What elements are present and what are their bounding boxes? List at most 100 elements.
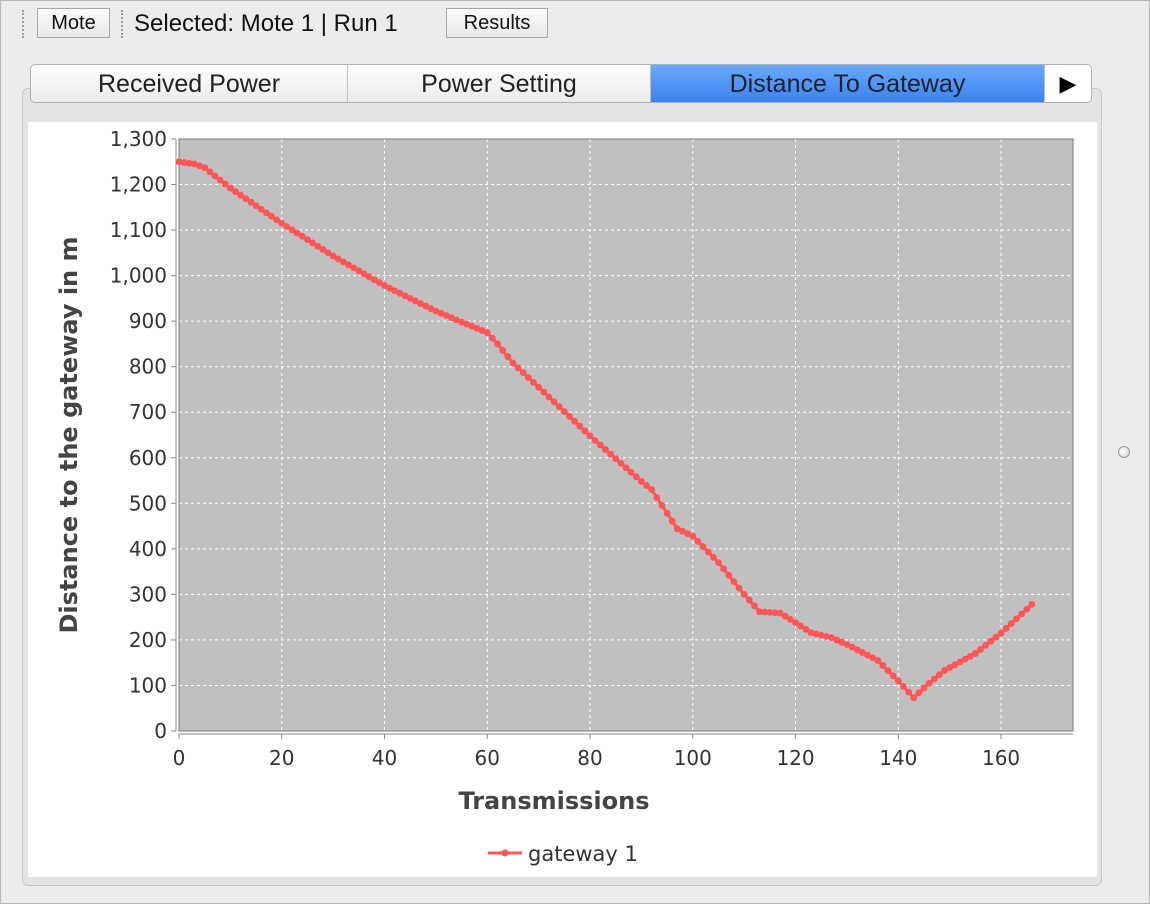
data-point	[504, 353, 512, 361]
data-point	[432, 307, 440, 315]
x-tick-label: 120	[776, 746, 814, 770]
play-right-arrow-icon: ▶	[1059, 70, 1077, 96]
data-point	[812, 630, 820, 638]
data-point	[406, 294, 414, 302]
data-point	[489, 334, 496, 342]
data-point	[848, 643, 856, 651]
data-point	[838, 638, 846, 646]
data-point	[771, 609, 779, 617]
data-point	[704, 548, 712, 556]
data-point	[869, 654, 877, 662]
tab-power-setting[interactable]: Power Setting	[348, 65, 651, 102]
data-point	[206, 168, 214, 176]
data-point	[679, 527, 686, 535]
y-tick-label: 600	[129, 446, 167, 470]
data-point	[221, 180, 229, 188]
data-point	[247, 198, 255, 206]
data-point	[802, 625, 810, 633]
data-point	[612, 455, 620, 463]
data-point	[889, 672, 897, 680]
data-point	[920, 684, 928, 692]
data-point	[977, 646, 984, 653]
data-point	[668, 517, 676, 525]
plot-border	[178, 138, 1074, 732]
tab-bar: Received Power Power Setting Distance To…	[30, 64, 1092, 103]
data-point	[262, 209, 270, 217]
data-point	[375, 279, 383, 287]
mote-button[interactable]: Mote	[37, 8, 110, 38]
data-point	[725, 571, 733, 579]
plot-area	[179, 139, 1073, 731]
data-point	[797, 622, 805, 630]
data-point	[411, 297, 419, 305]
y-tick-label: 300	[129, 582, 167, 606]
results-button[interactable]: Results	[446, 8, 548, 38]
data-point	[273, 216, 281, 224]
toolbar-separator	[121, 10, 123, 38]
data-point	[864, 651, 871, 659]
data-point	[653, 494, 661, 501]
data-point	[879, 662, 887, 669]
data-point	[874, 657, 882, 664]
data-point	[915, 689, 923, 697]
data-point	[278, 219, 286, 227]
data-point	[761, 608, 769, 616]
data-point	[1023, 605, 1031, 613]
data-point	[365, 273, 373, 281]
y-tick-label: 500	[129, 491, 167, 515]
data-point	[530, 378, 537, 386]
data-point	[201, 164, 209, 172]
data-point	[483, 329, 491, 336]
x-tick-label: 0	[173, 746, 186, 770]
data-point	[894, 677, 902, 685]
tab-scroll-right-button[interactable]: ▶	[1045, 65, 1091, 102]
data-point	[447, 314, 455, 322]
data-point	[509, 359, 517, 367]
chart-panel: 0 20 40 60 80 100 120 140 160 0 100 200 300 400 500 600…	[28, 122, 1097, 877]
data-point	[735, 584, 743, 592]
data-point	[427, 305, 435, 312]
x-tick-label: 80	[577, 746, 602, 770]
data-point	[185, 159, 193, 167]
y-tick-label: 700	[129, 400, 167, 424]
data-point	[453, 316, 460, 324]
data-point	[329, 252, 337, 260]
tab-distance-to-gateway[interactable]: Distance To Gateway	[651, 65, 1045, 102]
data-point	[925, 679, 933, 687]
y-tick-label: 200	[129, 628, 167, 652]
data-point	[997, 629, 1005, 637]
data-point	[843, 641, 851, 648]
data-point	[257, 205, 265, 213]
data-point	[514, 364, 522, 372]
data-point	[694, 537, 702, 545]
toolbar-grip-handle[interactable]	[22, 10, 24, 38]
data-point	[905, 688, 912, 696]
data-point	[822, 632, 830, 640]
y-tick-label: 0	[154, 719, 167, 743]
data-point	[463, 320, 471, 328]
data-point	[971, 650, 979, 657]
y-tick-label: 100	[129, 673, 167, 697]
data-point	[180, 159, 188, 166]
data-point	[900, 683, 907, 690]
split-pane-handle[interactable]	[1118, 446, 1130, 458]
selection-status-label: Selected: Mote 1 | Run 1	[134, 10, 398, 37]
data-point	[730, 578, 738, 586]
y-tick-label: 400	[129, 537, 167, 561]
data-point	[586, 432, 594, 440]
data-point	[992, 633, 1000, 641]
data-point	[638, 478, 645, 485]
data-point	[745, 596, 753, 604]
tab-received-power[interactable]: Received Power	[31, 65, 348, 102]
legend-marker-gateway-1	[501, 849, 509, 857]
data-point	[540, 388, 548, 396]
data-point	[237, 191, 245, 199]
data-point	[535, 383, 543, 391]
data-point	[828, 634, 835, 642]
data-point	[663, 509, 671, 517]
data-point	[442, 312, 450, 319]
data-point	[417, 300, 424, 307]
data-point	[982, 641, 990, 649]
data-point	[684, 530, 692, 538]
data-point	[910, 694, 918, 702]
